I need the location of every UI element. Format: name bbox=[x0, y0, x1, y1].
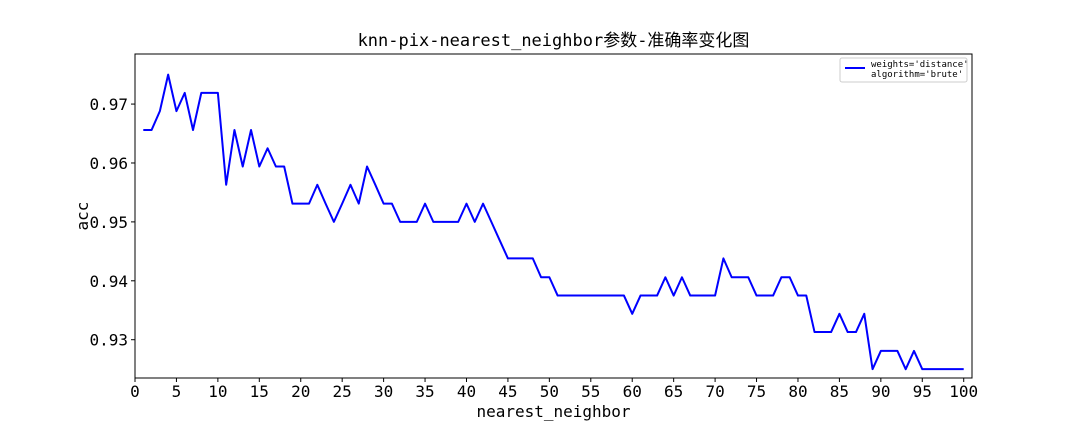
x-tick-label: 30 bbox=[374, 382, 393, 401]
legend: weights='distance' algorithm='brute' bbox=[839, 57, 969, 83]
y-axis-ticks: 0.93 0.94 0.95 0.96 0.97 bbox=[89, 95, 135, 350]
x-tick-label: 0 bbox=[130, 382, 140, 401]
y-tick-label: 0.95 bbox=[89, 213, 128, 232]
chart-title: knn-pix-nearest_neighbor参数-准确率变化图 bbox=[358, 31, 750, 51]
x-axis-ticks: 0 5 10 15 20 25 30 35 40 45 50 55 60 65 70 75 80 85 90 95 10… bbox=[130, 378, 978, 401]
x-tick-label: 10 bbox=[208, 382, 227, 401]
x-tick-label: 80 bbox=[788, 382, 807, 401]
y-tick-label: 0.93 bbox=[89, 331, 128, 350]
x-tick-label: 90 bbox=[871, 382, 890, 401]
y-tick-label: 0.97 bbox=[89, 95, 128, 114]
x-tick-label: 60 bbox=[623, 382, 642, 401]
x-tick-label: 55 bbox=[581, 382, 600, 401]
x-axis-label: nearest_neighbor bbox=[476, 402, 630, 421]
x-tick-label: 95 bbox=[913, 382, 932, 401]
x-tick-label: 50 bbox=[540, 382, 559, 401]
x-tick-label: 70 bbox=[705, 382, 724, 401]
x-tick-label: 15 bbox=[250, 382, 269, 401]
x-tick-label: 35 bbox=[415, 382, 434, 401]
x-tick-label: 25 bbox=[333, 382, 352, 401]
x-tick-label: 45 bbox=[498, 382, 517, 401]
x-tick-label: 85 bbox=[830, 382, 849, 401]
legend-label: weights='distance' algorithm='brute' bbox=[871, 60, 969, 80]
legend-box bbox=[839, 57, 968, 83]
plot-frame bbox=[134, 53, 973, 379]
x-tick-label: 20 bbox=[291, 382, 310, 401]
x-tick-label: 5 bbox=[172, 382, 182, 401]
y-tick-label: 0.96 bbox=[89, 154, 128, 173]
x-tick-label: 100 bbox=[949, 382, 978, 401]
x-tick-label: 65 bbox=[664, 382, 683, 401]
y-tick-label: 0.94 bbox=[89, 272, 128, 291]
series-line bbox=[143, 73, 964, 371]
y-axis-label: acc bbox=[73, 202, 92, 231]
x-tick-label: 40 bbox=[457, 382, 476, 401]
plot-area bbox=[134, 53, 973, 379]
x-tick-label: 75 bbox=[747, 382, 766, 401]
